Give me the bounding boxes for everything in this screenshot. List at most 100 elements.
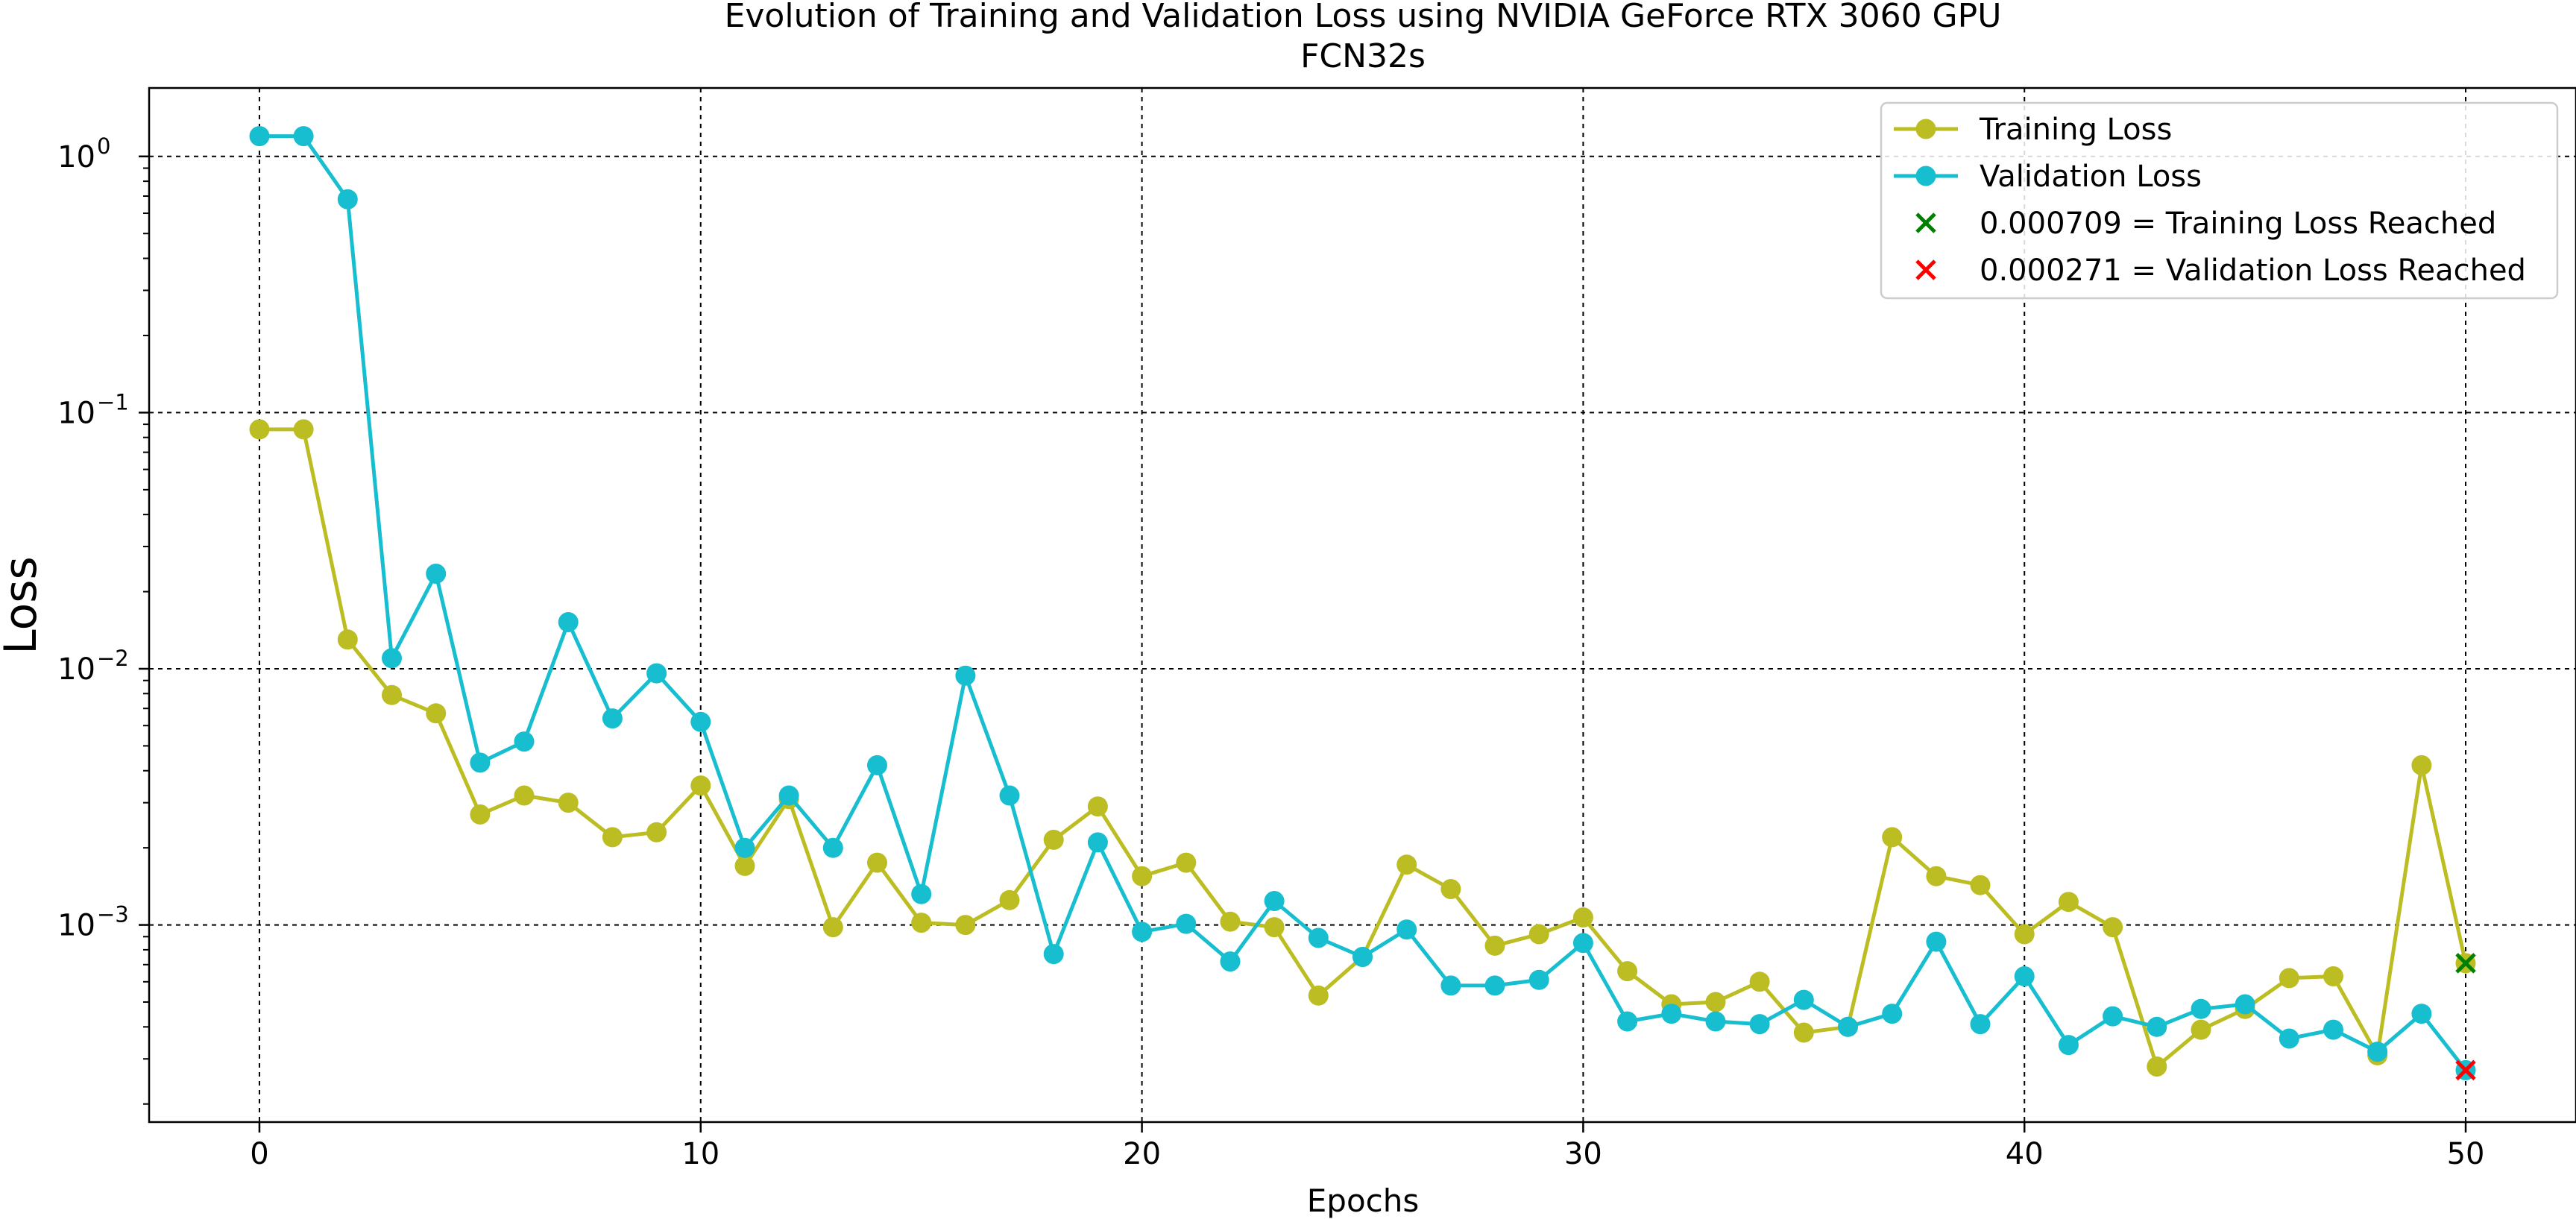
data-point <box>2103 917 2123 938</box>
data-point <box>1396 854 1417 875</box>
data-point <box>337 189 358 210</box>
data-point <box>1264 891 1285 911</box>
marker-stroke <box>2455 953 2476 974</box>
data-point <box>1043 829 1064 850</box>
series-lines <box>249 126 2476 1080</box>
marker-stroke <box>2455 1059 2476 1081</box>
data-point <box>1132 866 1153 886</box>
data-point <box>1528 924 1549 945</box>
legend-label: Training Loss <box>1979 113 2172 147</box>
data-point <box>911 883 932 904</box>
y-tick-base: 10 <box>57 140 95 174</box>
data-point <box>1970 875 1991 895</box>
legend-point <box>1915 166 1936 186</box>
data-point <box>2411 755 2432 775</box>
data-point <box>2235 994 2255 1015</box>
data-point <box>426 564 447 584</box>
data-point <box>2103 1006 2123 1027</box>
data-point <box>1220 911 1241 932</box>
data-point <box>2147 1016 2167 1037</box>
data-point <box>1705 1011 1726 1032</box>
data-point <box>1749 1014 1770 1035</box>
data-point <box>470 752 491 773</box>
y-tick-exponent: −2 <box>97 646 129 671</box>
legend-entry-training-reached: 0.000709 = Training Loss Reached <box>1915 207 2496 241</box>
data-point <box>1043 944 1064 965</box>
legend-marker-stroke <box>1915 259 1936 280</box>
data-point <box>1572 907 1593 927</box>
x-tick-label: 50 <box>2447 1137 2485 1171</box>
chart-subtitle: FCN32s <box>1300 37 1426 75</box>
data-point <box>1484 935 1505 956</box>
y-tick-base: 10 <box>57 909 95 943</box>
data-point <box>426 703 447 724</box>
data-point <box>1396 919 1417 940</box>
data-point <box>1838 1016 1858 1037</box>
data-point <box>1176 913 1197 934</box>
data-point <box>911 913 932 933</box>
data-point <box>2191 1019 2211 1040</box>
data-point <box>2147 1056 2167 1077</box>
data-point <box>382 684 402 705</box>
y-tick-label: 10 0 <box>57 133 110 174</box>
data-point <box>734 837 755 858</box>
data-point <box>558 793 579 813</box>
legend-entry-validation-reached: 0.000271 = Validation Loss Reached <box>1915 253 2526 288</box>
legend: Training Loss Validation Loss 0.000709 = T… <box>1880 101 2559 300</box>
data-point <box>293 419 314 440</box>
y-tick-exponent: −1 <box>97 389 129 415</box>
y-axis-label: Loss <box>0 556 47 655</box>
data-point <box>249 419 270 440</box>
data-point <box>1264 917 1285 938</box>
data-point <box>1528 969 1549 990</box>
data-point <box>1087 796 1108 817</box>
data-point <box>514 785 535 806</box>
legend-entry-validation-loss: Validation Loss <box>1894 160 2202 194</box>
data-point <box>558 612 579 632</box>
data-point <box>1617 961 1638 982</box>
data-point <box>1308 985 1329 1006</box>
chart-title: Evolution of Training and Validation Los… <box>725 0 2002 35</box>
data-point <box>2014 966 2035 986</box>
data-point <box>1352 947 1373 967</box>
data-point <box>249 126 270 147</box>
x-tick-label: 20 <box>1123 1137 1161 1171</box>
data-point <box>514 731 535 752</box>
reached-markers <box>2455 953 2476 1081</box>
data-point <box>734 855 755 876</box>
data-point <box>2367 1042 2388 1062</box>
data-point <box>1661 1004 1682 1024</box>
legend-box <box>1880 101 2559 300</box>
data-point <box>2191 998 2211 1019</box>
data-point <box>1617 1011 1638 1032</box>
data-point <box>1132 922 1153 942</box>
data-point <box>867 852 887 873</box>
data-point <box>999 889 1020 910</box>
data-point <box>1882 1004 1903 1024</box>
data-point <box>2323 1019 2343 1040</box>
x-axis-label: Epochs <box>1307 1182 1420 1219</box>
data-point <box>1705 992 1726 1012</box>
data-point <box>602 708 623 729</box>
y-tick-base: 10 <box>57 396 95 430</box>
data-point <box>867 755 887 775</box>
data-point <box>470 804 491 825</box>
legend-entry-training-loss: Training Loss <box>1894 113 2172 147</box>
data-point <box>822 917 843 938</box>
data-point <box>1926 931 1947 952</box>
plot-frame <box>148 86 2576 1124</box>
data-point <box>1926 866 1947 886</box>
data-point <box>382 648 402 669</box>
legend-label: 0.000271 = Validation Loss Reached <box>1980 253 2526 288</box>
data-point <box>955 665 976 686</box>
data-point <box>1176 852 1197 873</box>
y-tick-label: 10 −3 <box>57 902 129 943</box>
data-point <box>646 663 667 684</box>
data-point <box>646 822 667 842</box>
data-point <box>955 915 976 936</box>
data-point <box>2411 1004 2432 1024</box>
data-point <box>1793 1022 1814 1043</box>
data-point <box>2279 1028 2299 1049</box>
data-point <box>999 785 1020 806</box>
